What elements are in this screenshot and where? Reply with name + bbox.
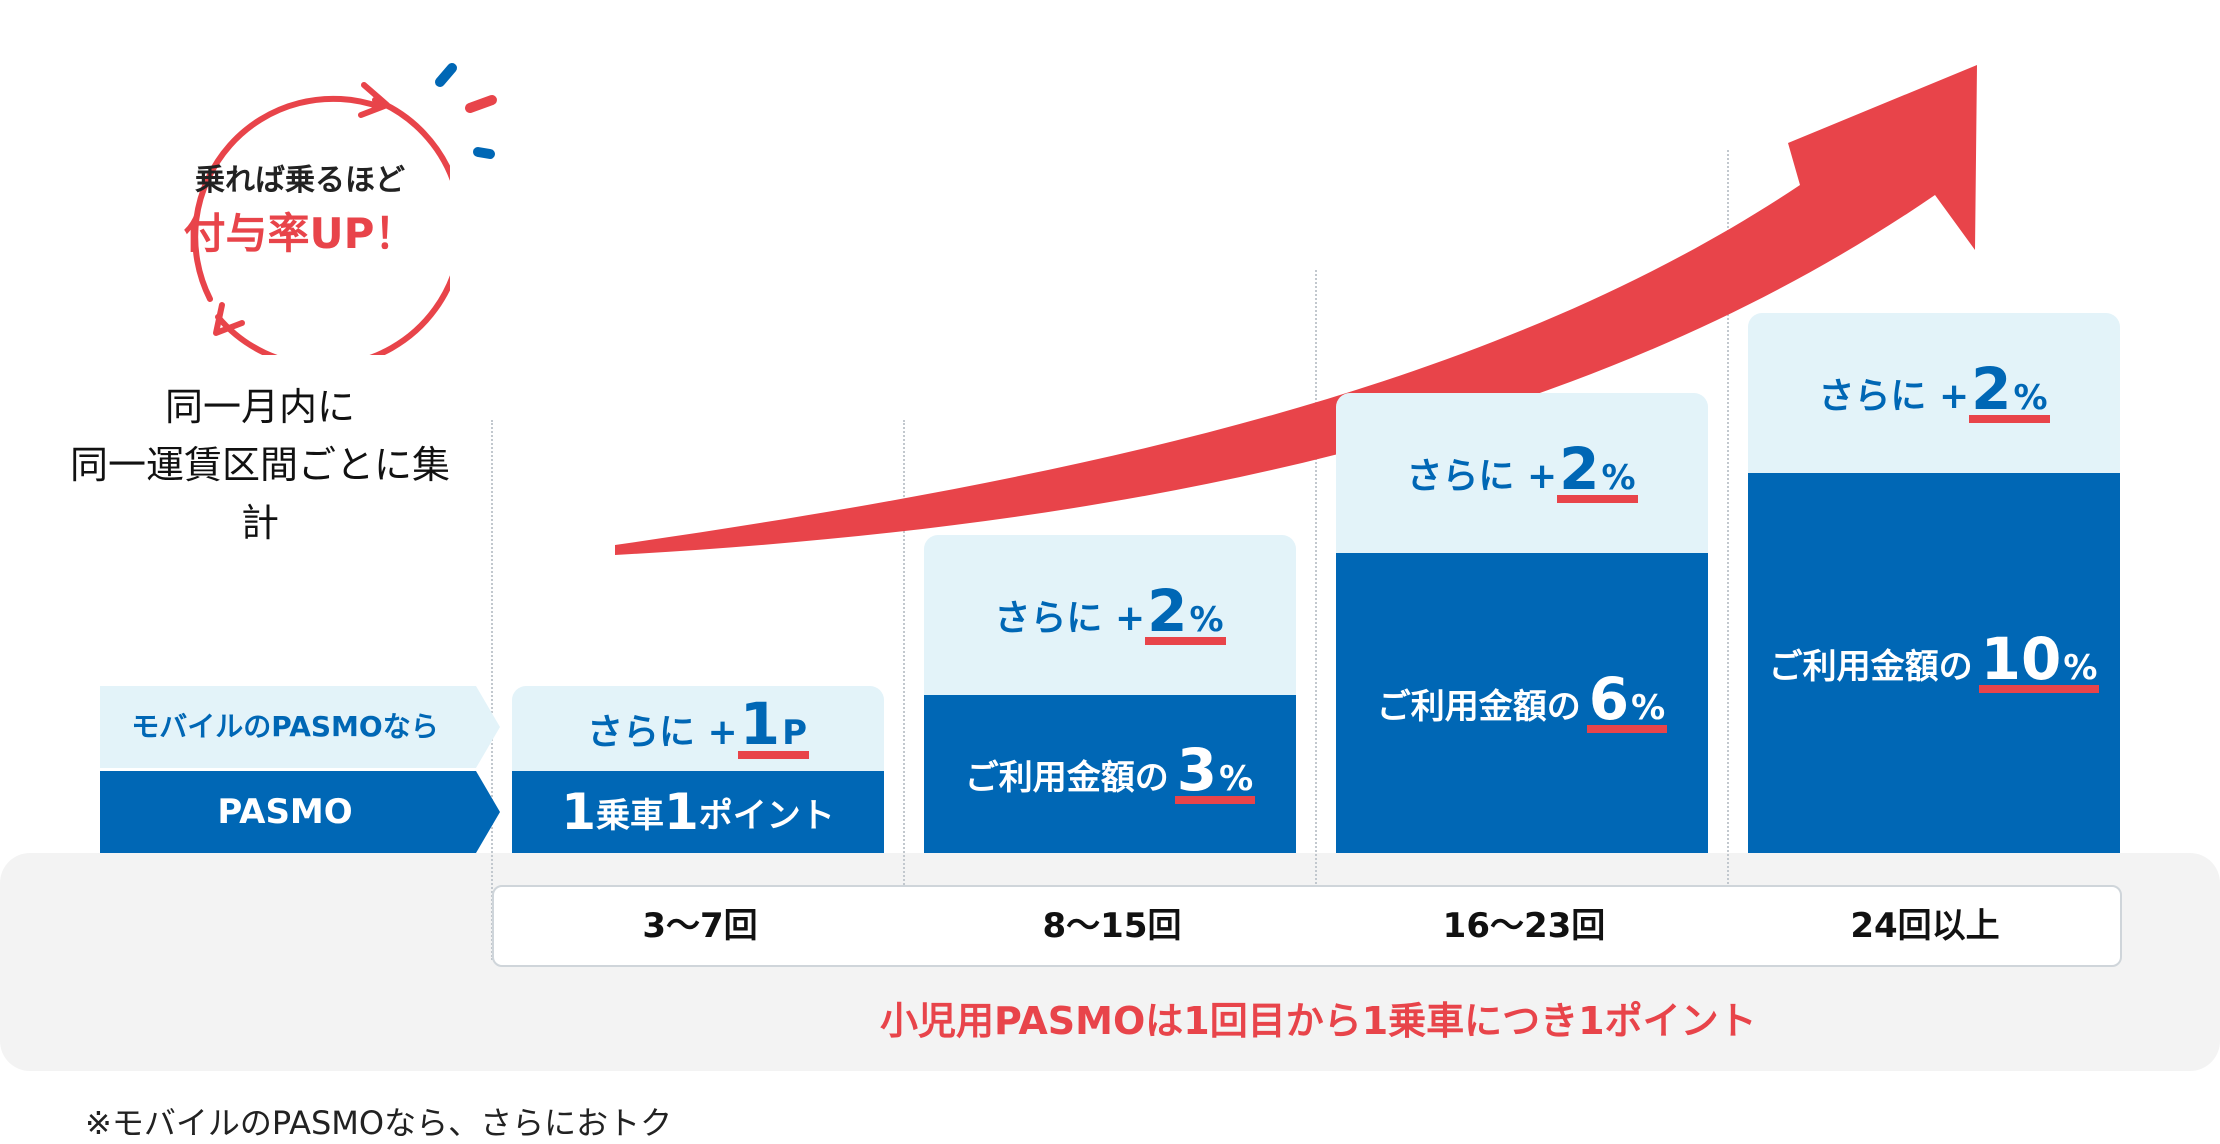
circular-arrow-icon: [192, 82, 450, 355]
tier-bonus: さらに + 2%: [924, 535, 1296, 695]
rate-text: 乗車: [596, 795, 664, 836]
tier-bonus: さらに + 2%: [1336, 393, 1708, 553]
bonus-value: 2: [1559, 434, 1600, 503]
tier-rate-box: [1336, 553, 1708, 853]
rate-value-underline: 6%: [1586, 670, 1668, 734]
rate-prefix: ご利用金額の: [1376, 686, 1581, 727]
separator-line: [1727, 150, 1729, 960]
ride-count-label: 24回以上: [1850, 906, 2000, 946]
bonus-prefix: さらに +: [587, 711, 738, 753]
bonus-value-underline: 2%: [1145, 582, 1226, 646]
bonus-value: 1: [739, 690, 781, 759]
tier-bonus: さらに + 1P: [512, 686, 884, 771]
rate-prefix: ご利用金額の: [964, 757, 1169, 798]
bonus-value-underline: 2%: [1969, 360, 2050, 424]
mobile-pasmo-label: モバイルのPASMOなら: [131, 710, 439, 743]
tier-rate: ご利用金額の 6%: [1336, 553, 1708, 853]
tier-bonus-box: [1336, 393, 1708, 553]
rate-num: 1: [561, 783, 596, 841]
rate-num: 1: [664, 783, 699, 841]
bonus-prefix: さらに +: [1818, 376, 1970, 417]
bonus-unit: %: [2013, 377, 2048, 418]
rate-value: 10: [1980, 624, 2062, 693]
sparkle-icon: [435, 63, 497, 159]
aggregation-note-line1: 同一月内に: [164, 385, 355, 429]
rate-unit: %: [1219, 758, 1254, 799]
separator-line: [903, 420, 905, 960]
bonus-unit: P: [782, 713, 807, 754]
footnote: ※モバイルのPASMOなら、さらにおトク: [85, 1104, 673, 1142]
bonus-unit: %: [1601, 457, 1636, 498]
bonus-prefix: さらに +: [994, 598, 1146, 639]
badge: 乗れば乗るほど 付与率UP！: [150, 55, 450, 355]
tier-rate: ご利用金額の 3%: [924, 695, 1296, 853]
tier-rate: 1 乗車 1 ポイント: [512, 771, 884, 853]
tier-rate-box: [1748, 473, 2120, 853]
pasmo-label-box: PASMO: [100, 771, 500, 853]
pasmo-label: PASMO: [217, 792, 353, 832]
tier-rate: ご利用金額の 10%: [1748, 473, 2120, 853]
tier-bonus: さらに + 2%: [1748, 313, 2120, 473]
rate-value: 6: [1588, 664, 1630, 733]
bonus-value-underline: 2%: [1557, 440, 1638, 504]
tier-column-2: さらに + 2% ご利用金額の 3%: [924, 535, 1296, 853]
aggregation-note: 同一月内に 同一運賃区間ごとに集計: [60, 378, 460, 552]
ride-count-label: 8〜15回: [1042, 906, 1182, 946]
bonus-value: 2: [1147, 576, 1188, 645]
rate-unit: %: [1631, 687, 1666, 728]
child-pasmo-note: 小児用PASMOは1回目から1乗車につき1ポイント: [880, 999, 1757, 1043]
bonus-value: 2: [1971, 354, 2012, 423]
ride-count-box: 3〜7回 8〜15回 16〜23回 24回以上: [492, 885, 2122, 967]
separator-line: [1315, 270, 1317, 960]
mobile-pasmo-label-box: モバイルのPASMOなら: [100, 686, 500, 768]
rate-text: ポイント: [698, 795, 835, 836]
bonus-value-underline: 1P: [737, 695, 809, 759]
rate-prefix: ご利用金額の: [1768, 646, 1973, 687]
rate-value: 3: [1176, 735, 1218, 804]
tier-column-3: さらに + 2% ご利用金額の 6%: [1336, 393, 1708, 853]
ride-count-label: 16〜23回: [1442, 906, 1606, 946]
tier-column-4: さらに + 2% ご利用金額の 10%: [1748, 313, 2120, 853]
rate-value-underline: 3%: [1174, 741, 1256, 805]
tier-rate-box: [512, 771, 884, 853]
bonus-unit: %: [1189, 599, 1224, 640]
growth-arrow-icon: [615, 65, 1977, 555]
badge-line2: 付与率UP！: [183, 209, 417, 258]
ride-count-label: 3〜7回: [642, 906, 758, 946]
tier-column-1: さらに + 1P 1 乗車 1 ポイント: [512, 686, 884, 853]
tier-bonus-box: [512, 686, 884, 771]
rate-unit: %: [2063, 647, 2098, 688]
tier-rate-box: [924, 695, 1296, 853]
tier-bonus-box: [924, 535, 1296, 695]
badge-line1: 乗れば乗るほど: [195, 163, 405, 198]
separator-line: [491, 420, 493, 960]
bonus-prefix: さらに +: [1406, 456, 1558, 497]
rate-value-underline: 10%: [1978, 630, 2100, 694]
tier-bonus-box: [1748, 313, 2120, 473]
aggregation-note-line2: 同一運賃区間ごとに集計: [69, 443, 450, 545]
